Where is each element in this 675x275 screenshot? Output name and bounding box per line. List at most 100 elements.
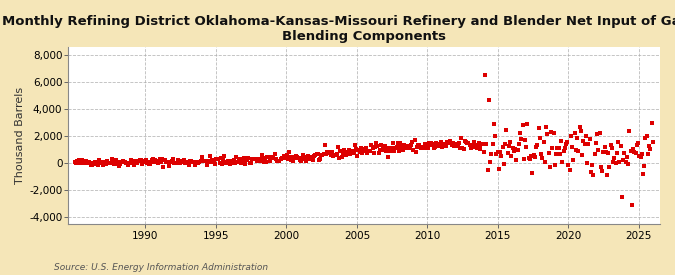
Point [267, 156, 277, 160]
Point [331, 151, 342, 156]
Point [300, 158, 311, 163]
Point [214, 161, 225, 165]
Point [313, 152, 323, 156]
Point [319, 152, 329, 156]
Point [308, 154, 319, 158]
Point [591, 141, 601, 145]
Point [248, 157, 259, 161]
Point [394, 149, 404, 153]
Point [512, 148, 523, 152]
Point [78, 159, 89, 163]
Point [169, 161, 180, 165]
Point [469, 139, 480, 144]
Point [612, 150, 622, 155]
Point [171, 161, 182, 165]
Point [293, 156, 304, 160]
Point [299, 155, 310, 159]
Point [607, 146, 618, 150]
Point [315, 156, 325, 161]
Point [619, 150, 630, 155]
Point [564, 167, 575, 172]
Point [134, 158, 145, 162]
Point [489, 122, 500, 126]
Point [497, 145, 508, 149]
Point [148, 160, 159, 164]
Point [463, 141, 474, 145]
Point [567, 145, 578, 149]
Point [594, 130, 605, 135]
Point [193, 161, 204, 165]
Point [192, 160, 202, 164]
Point [645, 147, 656, 151]
Point [128, 163, 139, 167]
Point [83, 161, 94, 165]
Point [574, 125, 585, 130]
Point [221, 160, 232, 164]
Point [302, 155, 313, 159]
Point [219, 154, 230, 158]
Point [573, 149, 584, 153]
Point [500, 142, 510, 146]
Point [644, 144, 655, 148]
Point [350, 143, 360, 148]
Point [529, 155, 540, 159]
Point [250, 157, 261, 161]
Point [291, 154, 302, 158]
Point [266, 155, 277, 159]
Point [95, 160, 105, 165]
Point [511, 158, 522, 162]
Point [486, 151, 497, 156]
Point [336, 155, 347, 160]
Point [325, 153, 336, 158]
Point [246, 157, 257, 161]
Point [273, 159, 284, 163]
Point [556, 139, 566, 144]
Point [84, 160, 95, 164]
Point [76, 161, 86, 165]
Point [541, 125, 551, 130]
Point [480, 73, 491, 78]
Point [451, 144, 462, 148]
Point [381, 146, 392, 150]
Point [353, 148, 364, 152]
Point [116, 160, 127, 164]
Point [271, 158, 282, 163]
Point [96, 160, 107, 164]
Point [281, 153, 292, 157]
Point [340, 150, 350, 155]
Point [609, 155, 620, 160]
Point [383, 155, 394, 159]
Point [400, 144, 410, 148]
Point [70, 160, 80, 164]
Point [94, 157, 105, 162]
Y-axis label: Thousand Barrels: Thousand Barrels [15, 87, 25, 184]
Point [545, 130, 556, 134]
Point [313, 158, 324, 162]
Point [243, 156, 254, 161]
Point [157, 156, 167, 161]
Point [608, 160, 618, 164]
Point [330, 153, 341, 158]
Point [207, 158, 218, 163]
Point [557, 160, 568, 164]
Point [448, 141, 458, 145]
Point [537, 156, 548, 160]
Point [373, 151, 384, 155]
Point [646, 121, 657, 125]
Point [508, 148, 519, 153]
Point [358, 148, 369, 153]
Point [475, 147, 486, 152]
Point [162, 160, 173, 165]
Point [206, 159, 217, 164]
Point [647, 139, 658, 144]
Point [538, 140, 549, 145]
Point [397, 147, 408, 152]
Point [72, 159, 83, 164]
Point [296, 159, 306, 164]
Point [578, 139, 589, 143]
Point [348, 151, 359, 155]
Point [165, 160, 176, 164]
Point [284, 149, 294, 154]
Point [359, 147, 370, 151]
Point [236, 161, 246, 165]
